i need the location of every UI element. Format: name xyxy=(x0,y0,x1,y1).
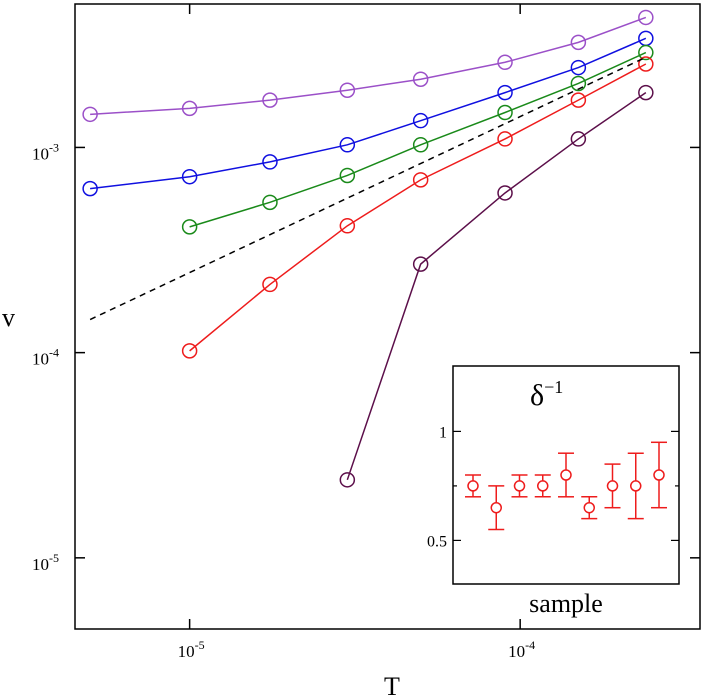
inset-data-point xyxy=(606,480,619,492)
inset-title-base: δ xyxy=(530,379,544,412)
data-point-blue xyxy=(412,112,429,129)
y-tick-exponent: -4 xyxy=(49,346,59,360)
y-tick-exponent: -5 xyxy=(49,551,59,565)
inset-title: δ−1 xyxy=(530,377,563,412)
x-tick-base: 10 xyxy=(508,642,525,661)
data-point-purple xyxy=(262,92,278,108)
series-line-blue xyxy=(90,37,647,190)
main-plot-frame xyxy=(74,3,701,630)
data-point-red xyxy=(412,172,429,188)
data-point-maroon xyxy=(638,84,654,101)
data-point-red xyxy=(497,131,513,147)
data-point-maroon xyxy=(339,472,356,488)
data-point-blue xyxy=(262,154,278,170)
y-tick-exponent: -3 xyxy=(49,140,59,154)
inset-data-point xyxy=(490,501,502,514)
series-line-maroon xyxy=(346,91,647,481)
data-point-purple xyxy=(412,71,429,87)
data-point-green xyxy=(497,104,513,121)
data-point-green xyxy=(570,75,587,92)
series-line-fit xyxy=(89,56,647,321)
inset-y-tick-label: 1 xyxy=(439,424,447,441)
data-point-red xyxy=(339,218,356,234)
x-tick-exponent: -5 xyxy=(195,638,205,652)
inset-data-point xyxy=(653,469,665,481)
series-line-green xyxy=(189,51,647,228)
data-point-purple xyxy=(339,82,356,98)
data-point-purple xyxy=(181,100,198,117)
data-point-maroon xyxy=(412,256,429,272)
data-point-blue xyxy=(339,137,356,153)
data-point-red xyxy=(570,92,587,108)
x-tick-base: 10 xyxy=(178,642,195,661)
inset-data-point xyxy=(583,501,595,514)
data-point-purple xyxy=(497,54,513,71)
data-point-blue xyxy=(181,168,198,185)
inset-panel: 10.5 δ−1 sample xyxy=(427,365,680,618)
series-line-red xyxy=(189,63,647,352)
y-tick-label: 10-4 xyxy=(32,346,59,369)
inset-data-point xyxy=(630,480,642,492)
data-point-green xyxy=(638,44,654,61)
data-point-red xyxy=(262,276,278,293)
y-tick-label: 10-5 xyxy=(32,551,59,574)
inset-points-layer xyxy=(465,441,667,531)
series-line-purple xyxy=(90,16,647,116)
data-point-green xyxy=(339,167,356,184)
inset-title-exponent: −1 xyxy=(544,377,563,397)
data-point-maroon xyxy=(570,131,587,147)
data-point-green xyxy=(412,137,429,153)
data-point-red xyxy=(638,56,654,72)
data-point-blue xyxy=(82,180,98,197)
main-axis-ticks: 10-5 10-410-510-410-3 xyxy=(32,4,700,661)
main-series-layer xyxy=(82,9,654,488)
inset-data-point xyxy=(560,469,572,481)
data-point-purple xyxy=(570,34,587,51)
inset-x-axis-title: sample xyxy=(529,589,603,618)
data-point-maroon xyxy=(497,185,513,201)
inset-data-point xyxy=(513,480,526,492)
data-point-blue xyxy=(570,59,587,76)
inset-axis-ticks: 10.5 xyxy=(427,424,679,550)
data-point-red xyxy=(181,343,198,359)
y-tick-base: 10 xyxy=(32,144,49,163)
inset-data-point xyxy=(537,480,549,492)
data-point-green xyxy=(181,219,198,235)
data-point-blue xyxy=(497,84,513,101)
y-tick-base: 10 xyxy=(32,350,49,369)
data-point-purple xyxy=(82,106,98,123)
x-tick-exponent: -4 xyxy=(525,638,535,652)
x-tick-label: 10-5 xyxy=(178,638,205,661)
data-point-green xyxy=(262,194,278,211)
x-axis-title: T xyxy=(384,672,400,700)
inset-y-tick-label: 0.5 xyxy=(427,533,447,550)
y-axis-title: v xyxy=(2,303,15,332)
data-point-purple xyxy=(638,9,654,26)
x-tick-label: 10-4 xyxy=(508,638,535,661)
inset-data-point xyxy=(467,480,479,492)
y-tick-base: 10 xyxy=(32,555,49,574)
y-tick-label: 10-3 xyxy=(32,140,59,163)
